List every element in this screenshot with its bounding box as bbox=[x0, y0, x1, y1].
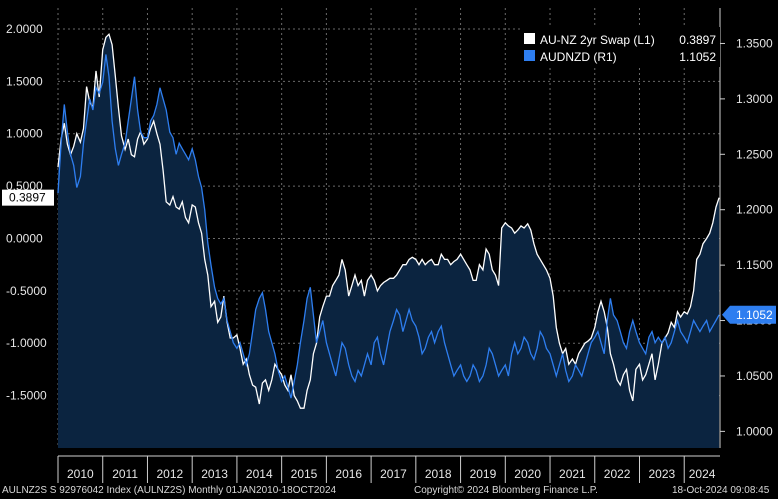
last-value-right-badge: 1.1052 bbox=[722, 305, 776, 324]
left-axis: 2.0000 1.5000 1.0000 0.5000 0.0000 -0.5000 -1.… bbox=[6, 22, 47, 403]
x-axis-tick-label: 2024 bbox=[689, 467, 716, 481]
chart: 2.0000 1.5000 1.0000 0.5000 0.0000 -0.5000 -1.… bbox=[2, 8, 776, 483]
x-axis-tick-label: 2017 bbox=[380, 467, 407, 481]
right-axis-tick-label: 1.3500 bbox=[736, 36, 773, 50]
right-axis-tick-label: 1.2500 bbox=[736, 147, 773, 161]
right-axis: 1.35001.30001.25001.20001.15001.10001.05… bbox=[719, 8, 773, 448]
footer-copyright: Copyright© 2024 Bloomberg Finance L.P. bbox=[414, 485, 598, 496]
legend-swatch-white bbox=[524, 33, 535, 44]
legend-swatch-blue bbox=[524, 50, 535, 61]
x-axis-tick-label: 2010 bbox=[67, 467, 94, 481]
right-axis-tick-label: 1.1500 bbox=[736, 258, 773, 272]
x-axis-tick-label: 2018 bbox=[425, 467, 452, 481]
left-axis-tick-label: 0.5000 bbox=[6, 179, 43, 193]
legend: AU-NZ 2yr Swap (L1) 0.3897 AUDNZD (R1) 1… bbox=[520, 27, 720, 67]
left-axis-tick-label: 1.0000 bbox=[6, 127, 43, 141]
legend-value-swap: 0.3897 bbox=[679, 33, 716, 47]
left-axis-tick-label: -0.5000 bbox=[6, 284, 47, 298]
series-line-audnzd[interactable] bbox=[57, 54, 720, 399]
left-axis-tick-label: 2.0000 bbox=[6, 22, 43, 36]
x-axis-tick-label: 2021 bbox=[559, 467, 586, 481]
left-axis-tick-label: 1.5000 bbox=[6, 74, 43, 88]
footer: AULNZ2S S 92976042 Index (AULNZ2S) Month… bbox=[0, 483, 778, 499]
footer-ticker: AULNZ2S S 92976042 Index (AULNZ2S) Month… bbox=[2, 485, 337, 496]
legend-label-audnzd: AUDNZD (R1) bbox=[540, 50, 617, 64]
x-axis-tick-label: 2023 bbox=[648, 467, 675, 481]
right-axis-tick-label: 1.0500 bbox=[736, 369, 773, 383]
footer-timestamp: 18-Oct-2024 09:08:45 bbox=[672, 485, 770, 496]
series-line-au-nz-2yr-swap[interactable] bbox=[57, 32, 720, 409]
left-axis-tick-label: 0.0000 bbox=[6, 231, 43, 245]
series-area-fill bbox=[58, 34, 720, 448]
left-axis-tick-label: -1.0000 bbox=[6, 336, 47, 350]
x-axis-tick-label: 2011 bbox=[112, 467, 138, 481]
right-axis-tick-label: 1.2000 bbox=[736, 203, 773, 217]
legend-value-audnzd: 1.1052 bbox=[679, 50, 716, 64]
x-axis-tick-label: 2012 bbox=[156, 467, 183, 481]
x-axis-tick-label: 2013 bbox=[201, 467, 228, 481]
x-axis: 2010 2011 2012 2013 2014 2015 2016 2017 2018 2019… bbox=[57, 455, 720, 483]
legend-label-swap: AU-NZ 2yr Swap (L1) bbox=[540, 33, 655, 47]
x-axis-tick-label: 2019 bbox=[470, 467, 497, 481]
x-axis-tick-label: 2022 bbox=[604, 467, 631, 481]
right-axis-tick-label: 1.3000 bbox=[736, 92, 773, 106]
x-axis-tick-label: 2020 bbox=[514, 467, 541, 481]
left-axis-tick-label: -1.5000 bbox=[6, 389, 47, 403]
x-axis-tick-label: 2016 bbox=[335, 467, 362, 481]
last-value-left-badge: 0.3897 bbox=[2, 189, 54, 206]
x-axis-tick-label: 2015 bbox=[291, 467, 318, 481]
right-axis-tick-label: 1.0000 bbox=[736, 424, 773, 438]
last-value-right-text: 1.1052 bbox=[736, 308, 773, 322]
x-axis-tick-label: 2014 bbox=[246, 467, 273, 481]
last-value-left-text: 0.3897 bbox=[9, 191, 46, 205]
